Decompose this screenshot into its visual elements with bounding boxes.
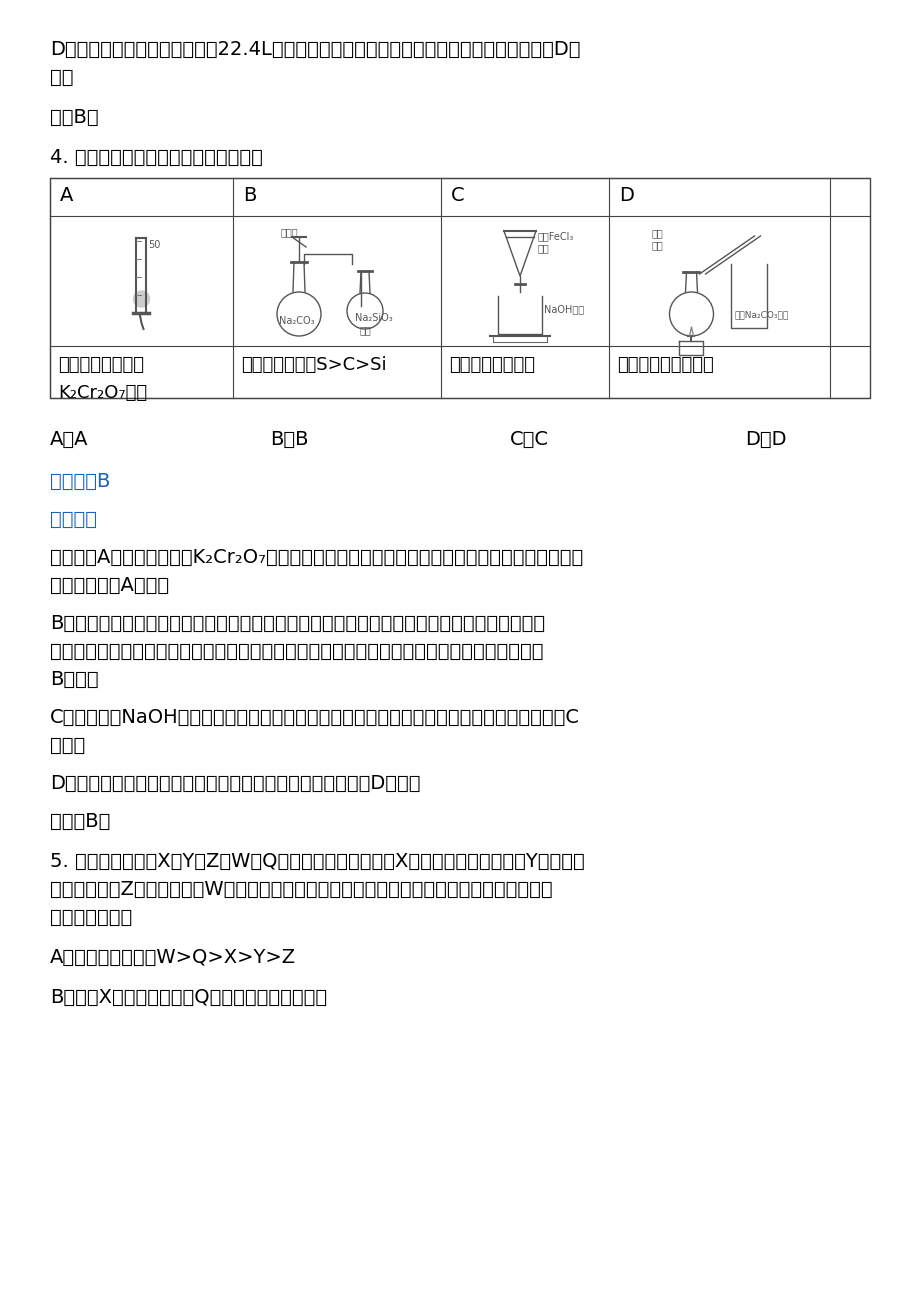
Text: A．A: A．A: [50, 430, 88, 449]
Text: 制备氢氧化铁胶体: 制备氢氧化铁胶体: [448, 355, 535, 374]
Text: K₂Cr₂O₇溶液: K₂Cr₂O₇溶液: [58, 384, 147, 402]
Text: 溶液: 溶液: [359, 326, 371, 335]
Text: 故选B。: 故选B。: [50, 108, 98, 128]
Text: D．乙酸乙酯的制备必须加入浓硫酸为吸水剂和催化剂，选项D错误；: D．乙酸乙酯的制备必须加入浓硫酸为吸水剂和催化剂，选项D错误；: [50, 773, 420, 793]
Text: 【解析】: 【解析】: [50, 510, 96, 529]
Circle shape: [133, 292, 149, 307]
Text: Na₂CO₃: Na₂CO₃: [278, 316, 314, 326]
Bar: [50, 178, 869, 398]
Text: 验证非金属性：S>C>Si: 验证非金属性：S>C>Si: [241, 355, 386, 374]
Text: B．B: B．B: [269, 430, 308, 449]
Text: C．氯化铁与NaOH溶液反应生成沉淀，不能制备胶体，应将氯化铁溶液滴到沸水中制备，选项C: C．氯化铁与NaOH溶液反应生成沉淀，不能制备胶体，应将氯化铁溶液滴到沸水中制备…: [50, 708, 579, 727]
Text: 稀硫酸: 稀硫酸: [280, 227, 299, 237]
Text: NaOH溶液: NaOH溶液: [543, 303, 584, 314]
Text: 应生成二氧化碳，二氧化碳气体通入硅酸钠溶液中可得硅酸沉淀，可证明非金属性的强弱，选项: 应生成二氧化碳，二氧化碳气体通入硅酸钠溶液中可得硅酸沉淀，可证明非金属性的强弱，…: [50, 642, 543, 661]
Text: B．元素X的气态氢化物与Q的单质可发生置换反应: B．元素X的气态氢化物与Q的单质可发生置换反应: [50, 988, 327, 1006]
Text: 制备并收集乙酸乙酯: 制备并收集乙酸乙酯: [617, 355, 713, 374]
Text: 被腐蚀，选项A错误；: 被腐蚀，选项A错误；: [50, 575, 169, 595]
Text: 乙醇: 乙醇: [651, 228, 663, 238]
Text: 【答案】B: 【答案】B: [50, 473, 110, 491]
Text: 溶液: 溶液: [538, 243, 550, 253]
Text: 中，常温下，Z的单质能溶于W的最高价氧化物对应的水化物的稀溶液，却不溶于其浓溶液。下: 中，常温下，Z的单质能溶于W的最高价氧化物对应的水化物的稀溶液，却不溶于其浓溶液…: [50, 880, 552, 898]
Text: A: A: [60, 186, 74, 204]
Text: D: D: [618, 186, 633, 204]
Text: 列说法错误的是: 列说法错误的是: [50, 907, 132, 927]
Text: B．比较非金属性，可根据元素对应的最高价氧化物的水化物的酸性强弱比较，硫酸与碳酸钠反: B．比较非金属性，可根据元素对应的最高价氧化物的水化物的酸性强弱比较，硫酸与碳酸…: [50, 615, 545, 633]
Text: Na₂SiO₃: Na₂SiO₃: [355, 312, 392, 323]
Text: 【详解】A．量取一定体积K₂Cr₂O₇标准溶液应该选用酸式滴定管，碱式滴定管下端的乳胶管能够: 【详解】A．量取一定体积K₂Cr₂O₇标准溶液应该选用酸式滴定管，碱式滴定管下端…: [50, 548, 583, 566]
Text: A．简单离子半径：W>Q>X>Y>Z: A．简单离子半径：W>Q>X>Y>Z: [50, 948, 296, 967]
Text: D．D: D．D: [744, 430, 786, 449]
Text: 4. 下列实验操作中，装置选择合理的是: 4. 下列实验操作中，装置选择合理的是: [50, 148, 263, 167]
Text: C: C: [450, 186, 464, 204]
Text: 误；: 误；: [50, 68, 74, 87]
Text: 饱和Na₂CO₃溶液: 饱和Na₂CO₃溶液: [733, 310, 788, 319]
Text: 50: 50: [148, 240, 161, 250]
Text: 答案选B。: 答案选B。: [50, 812, 110, 831]
Text: B: B: [243, 186, 256, 204]
Text: B正确；: B正确；: [50, 671, 98, 689]
Text: 饱和FeCl₃: 饱和FeCl₃: [538, 230, 573, 241]
Text: 5. 短周期主族元素X、Y、Z、W、Q的原子序数依次增大，X的气态氢化物极易溶于Y的氢化物: 5. 短周期主族元素X、Y、Z、W、Q的原子序数依次增大，X的气态氢化物极易溶于…: [50, 852, 584, 871]
Text: D．标准状况下，乙醇是液体，22.4L乙醇物质的量未知，无法计算含有的共用电子对总数，D错: D．标准状况下，乙醇是液体，22.4L乙醇物质的量未知，无法计算含有的共用电子对…: [50, 40, 580, 59]
Text: 乙酸: 乙酸: [651, 240, 663, 250]
Text: 错误；: 错误；: [50, 736, 85, 755]
Text: C．C: C．C: [509, 430, 549, 449]
Text: 准确量取一定体积: 准确量取一定体积: [58, 355, 144, 374]
